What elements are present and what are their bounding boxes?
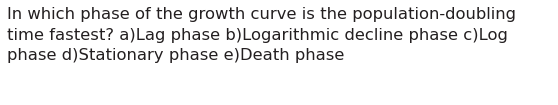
Text: In which phase of the growth curve is the population-doubling
time fastest? a)La: In which phase of the growth curve is th… bbox=[7, 7, 516, 63]
